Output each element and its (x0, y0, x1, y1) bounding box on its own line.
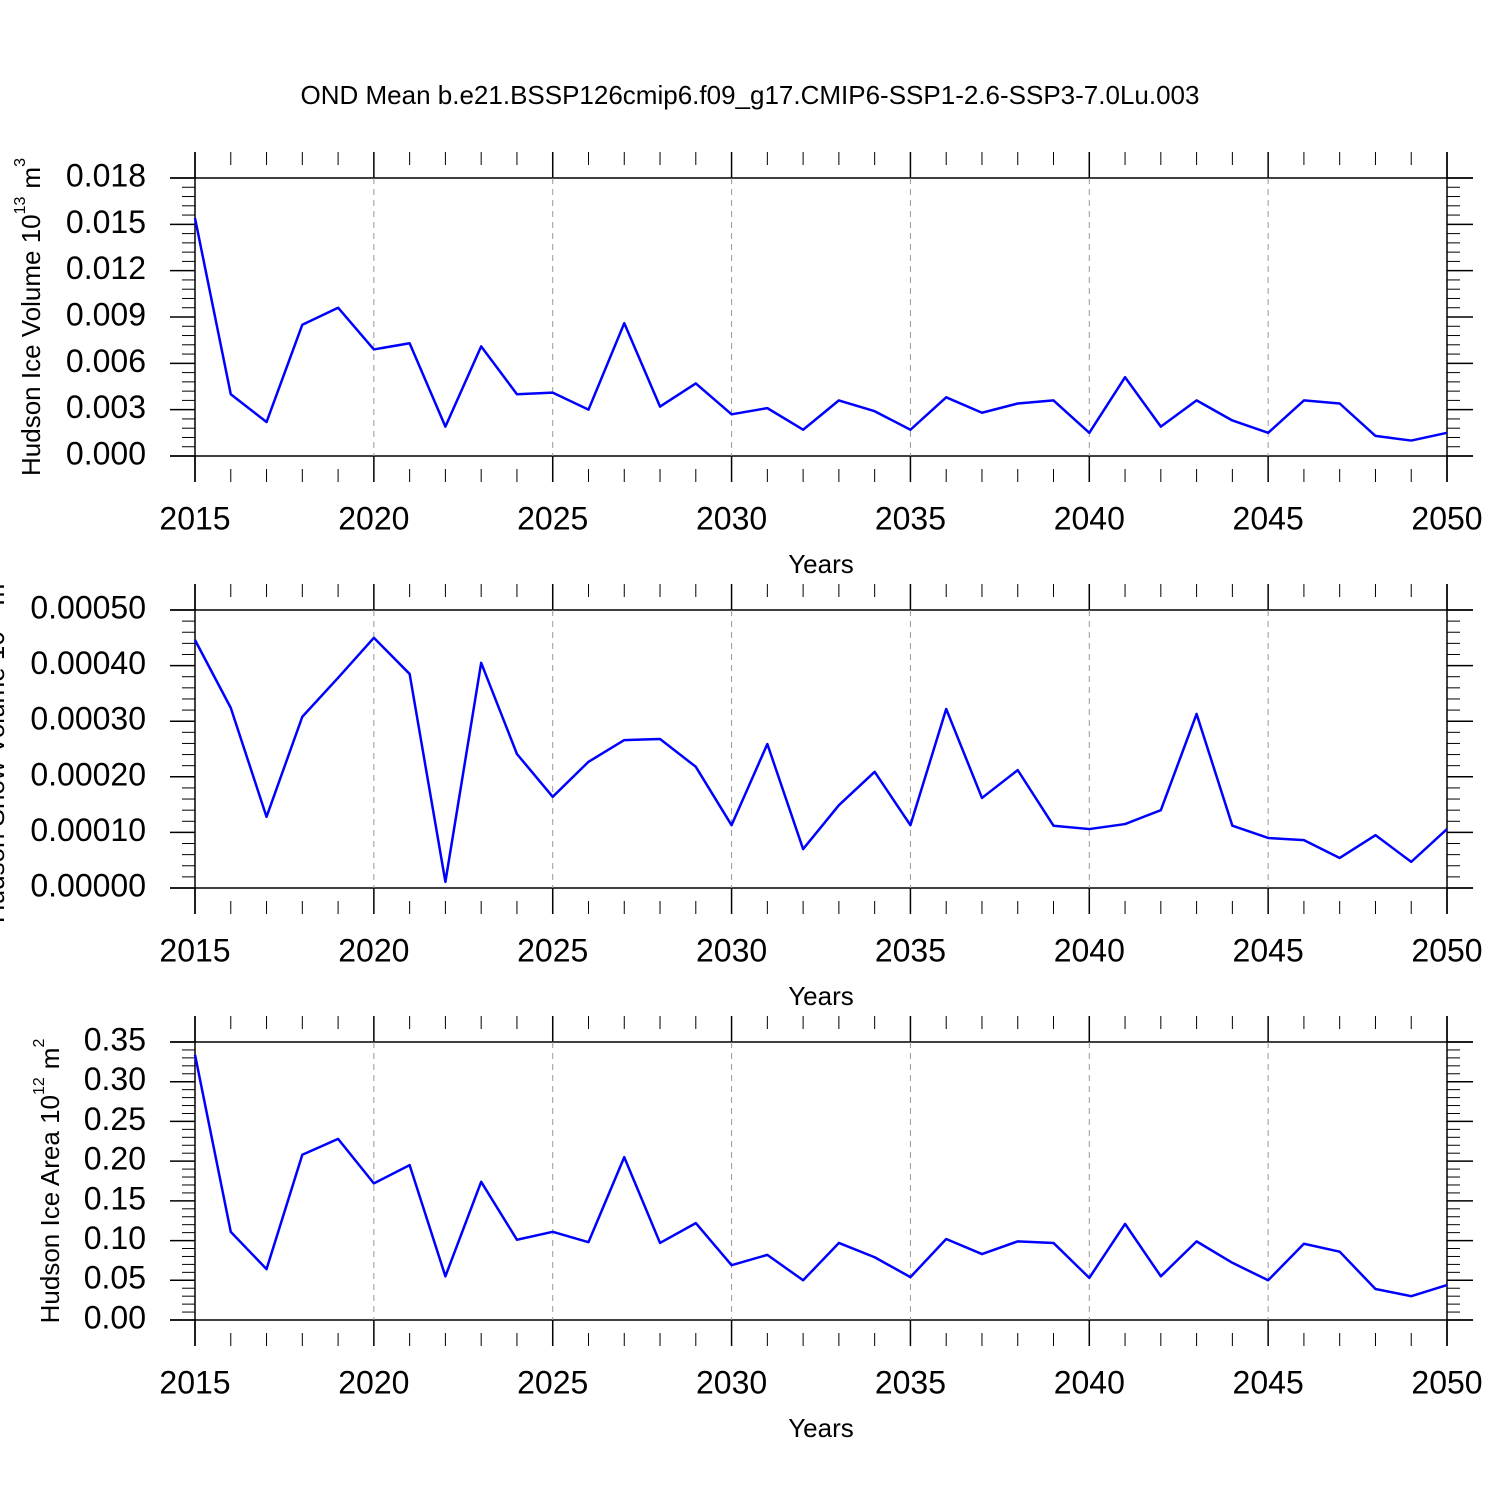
x-tick-label: 2025 (517, 500, 588, 536)
y-tick-label: 0.00040 (30, 645, 146, 681)
x-tick-label: 2025 (517, 932, 588, 968)
y-axis-label-text: Hudson Snow Volume 10 (0, 631, 10, 923)
x-axis-label: Years (788, 981, 854, 1011)
y-tick-label: 0.35 (84, 1021, 146, 1057)
y-tick-label: 0.10 (84, 1220, 146, 1256)
x-tick-label: 2030 (696, 932, 767, 968)
y-axis-label-unit: m (0, 584, 10, 606)
x-tick-label: 2015 (159, 500, 230, 536)
y-axis-label: Hudson Snow Volume 1013m3 (0, 575, 10, 923)
x-tick-label: 2030 (696, 500, 767, 536)
y-axis-label-text: Hudson Ice Area 10 (35, 1095, 65, 1323)
y-axis-label-exp: 13 (12, 196, 29, 214)
x-tick-label: 2050 (1411, 932, 1482, 968)
y-tick-label: 0.018 (66, 157, 146, 193)
x-tick-label: 2050 (1411, 500, 1482, 536)
y-axis-label-unit-exp: 3 (12, 158, 29, 167)
y-tick-label: 0.00010 (30, 812, 146, 848)
x-tick-label: 2020 (338, 932, 409, 968)
y-axis-label-exp: 12 (31, 1077, 48, 1095)
x-tick-label: 2020 (338, 1364, 409, 1400)
x-tick-label: 2040 (1054, 932, 1125, 968)
y-axis-label: Hudson Ice Area 1012 m2 (31, 1039, 65, 1324)
y-tick-label: 0.009 (66, 296, 146, 332)
y-axis-label-unit: m (35, 1048, 65, 1070)
x-tick-label: 2045 (1233, 932, 1304, 968)
x-tick-label: 2050 (1411, 1364, 1482, 1400)
y-axis-label-unit-exp: 2 (31, 1039, 48, 1048)
y-axis-label: Hudson Ice Volume 1013 m3 (12, 158, 46, 476)
data-line (193, 217, 1448, 442)
y-tick-label: 0.30 (84, 1061, 146, 1097)
y-tick-label: 0.15 (84, 1180, 146, 1216)
y-tick-label: 0.015 (66, 204, 146, 240)
y-axis-label-text: Hudson Ice Volume 10 (16, 214, 46, 476)
x-axis-label: Years (788, 1413, 854, 1443)
y-tick-label: 0.25 (84, 1101, 146, 1137)
y-tick-label: 0.003 (66, 389, 146, 425)
y-tick-label: 0.00000 (30, 867, 146, 903)
x-tick-label: 2030 (696, 1364, 767, 1400)
y-tick-label: 0.00020 (30, 756, 146, 792)
y-tick-label: 0.012 (66, 250, 146, 286)
x-tick-label: 2015 (159, 932, 230, 968)
data-line (193, 1054, 1448, 1298)
y-tick-label: 0.00 (84, 1299, 146, 1335)
x-tick-label: 2035 (875, 932, 946, 968)
x-tick-label: 2040 (1054, 500, 1125, 536)
y-axis-label-unit: m (16, 167, 46, 189)
data-line (193, 636, 1448, 884)
y-tick-label: 0.00050 (30, 589, 146, 625)
x-tick-label: 2015 (159, 1364, 230, 1400)
y-tick-label: 0.05 (84, 1260, 146, 1296)
x-tick-label: 2035 (875, 1364, 946, 1400)
x-tick-label: 2025 (517, 1364, 588, 1400)
x-axis-label: Years (788, 549, 854, 579)
x-tick-label: 2020 (338, 500, 409, 536)
y-tick-label: 0.00030 (30, 701, 146, 737)
chart-title: OND Mean b.e21.BSSP126cmip6.f09_g17.CMIP… (301, 80, 1200, 110)
x-tick-label: 2045 (1233, 1364, 1304, 1400)
y-tick-label: 0.000 (66, 435, 146, 471)
x-tick-label: 2040 (1054, 1364, 1125, 1400)
y-tick-label: 0.20 (84, 1141, 146, 1177)
x-tick-label: 2035 (875, 500, 946, 536)
y-tick-label: 0.006 (66, 343, 146, 379)
x-tick-label: 2045 (1233, 500, 1304, 536)
